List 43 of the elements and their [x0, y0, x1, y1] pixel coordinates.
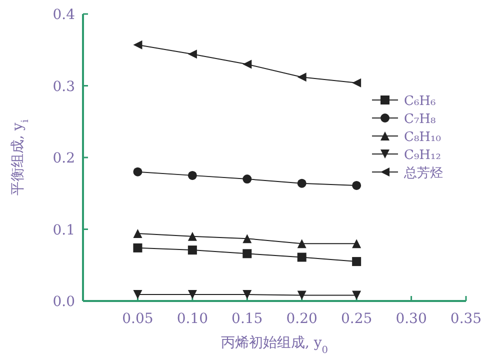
point	[297, 72, 306, 82]
y-tick-label: 0.4	[52, 7, 76, 23]
x-tick-label: 0.30	[396, 311, 427, 327]
point	[297, 290, 306, 300]
point	[242, 60, 252, 69]
x-tick-label: 0.05	[122, 311, 154, 327]
point	[297, 239, 306, 248]
point	[242, 174, 252, 184]
y-tick-label: 0.2	[52, 150, 75, 166]
y-tick-label: 0.0	[52, 294, 75, 310]
point	[133, 290, 142, 300]
y-tick-label: 0.1	[52, 222, 75, 238]
legend-label: 总芳烃	[403, 166, 443, 181]
x-tick-label: 0.25	[340, 311, 372, 327]
point	[133, 167, 142, 176]
x-tick-label: 0.20	[286, 311, 318, 327]
point	[188, 50, 197, 59]
point	[133, 40, 142, 50]
point	[297, 252, 306, 262]
point	[242, 249, 252, 258]
point	[242, 290, 252, 300]
point	[242, 234, 252, 244]
point	[352, 180, 362, 190]
legend-label: C₆H₆	[404, 94, 436, 109]
x-axis-title: 丙烯初始组成, y$_{0}$	[220, 335, 328, 356]
y-tick-label: 0.3	[52, 78, 75, 95]
legend-label: C₉H₁₂	[404, 148, 441, 163]
point	[188, 170, 197, 180]
point	[188, 290, 197, 300]
point	[133, 229, 142, 238]
point	[352, 78, 362, 88]
x-tick-label: 0.15	[232, 311, 263, 327]
point	[188, 246, 197, 255]
x-tick-label: 0.10	[176, 311, 208, 327]
point	[352, 239, 362, 248]
point	[352, 257, 362, 266]
point	[133, 243, 142, 252]
point	[297, 178, 306, 188]
legend-label: C₇H₈	[404, 112, 436, 127]
x-tick-label: 0.35	[450, 311, 482, 327]
legend-label: C₈H₁₀	[404, 130, 441, 145]
point	[188, 232, 197, 241]
point	[352, 290, 362, 300]
